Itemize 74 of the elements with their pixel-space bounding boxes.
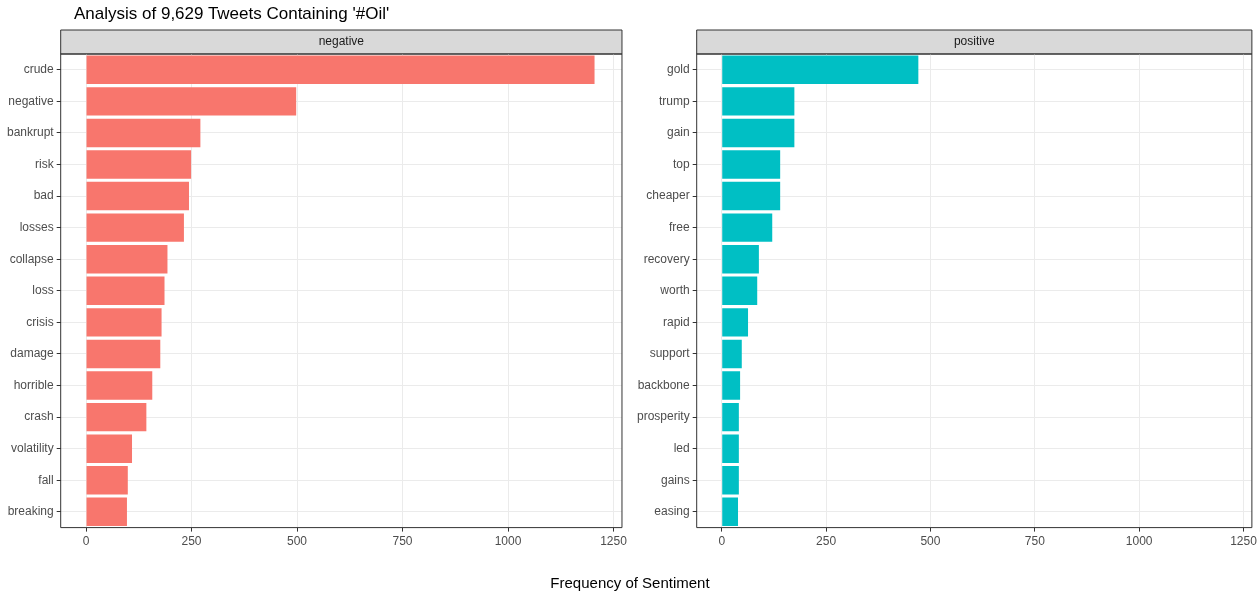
x-tick-label: 750: [392, 534, 413, 549]
chart-subtitle: positive: [953, 34, 995, 49]
bar: [722, 87, 795, 116]
y-tick-label: bankrupt: [7, 125, 55, 140]
y-tick-label: collapse: [9, 251, 55, 266]
bar: [722, 118, 795, 148]
bar: [86, 150, 192, 179]
chart-title: Analysis of 9,629 Tweets Containing '#Oil': [74, 4, 390, 24]
bar: [86, 466, 128, 495]
x-tick-label: 1000: [494, 534, 522, 549]
bar: [86, 118, 201, 148]
y-tick-label: crude: [23, 62, 55, 77]
x-tick-label: 250: [816, 534, 837, 549]
x-axis-title: Frequency of Sentiment: [549, 574, 711, 591]
chart-subtitle: negative: [318, 34, 365, 49]
y-tick-label: cheaper: [646, 188, 690, 203]
y-tick-label: gains: [661, 472, 690, 487]
x-tick-label: 1250: [1230, 534, 1258, 549]
y-tick-label: trump: [659, 93, 690, 108]
x-tick-label: 750: [1024, 534, 1046, 549]
bar: [86, 245, 168, 274]
bar: [86, 213, 184, 242]
bar: [86, 87, 297, 116]
x-tick-label: 0: [718, 534, 726, 549]
bar: [86, 371, 153, 400]
y-tick-label: fall: [38, 472, 54, 487]
bar: [86, 339, 161, 369]
y-tick-label: gain: [667, 125, 690, 140]
y-tick-label: led: [673, 440, 690, 455]
bar: [722, 466, 739, 495]
bar: [722, 181, 781, 211]
y-tick-label: crisis: [26, 314, 54, 329]
y-tick-label: volatility: [11, 440, 54, 455]
y-tick-label: prosperity: [637, 409, 690, 424]
x-tick-label: 500: [920, 534, 941, 549]
bar: [86, 308, 162, 337]
bar: [722, 150, 781, 179]
bar: [86, 181, 189, 211]
y-tick-label: horrible: [13, 377, 55, 392]
bar: [722, 339, 742, 369]
y-tick-label: damage: [10, 346, 55, 361]
x-tick-label: 1000: [1125, 534, 1153, 549]
bar: [722, 371, 741, 400]
bar: [86, 402, 147, 432]
bar: [722, 308, 749, 337]
y-tick-label: rapid: [663, 314, 690, 329]
x-tick-label: 0: [82, 534, 90, 549]
bar: [86, 497, 127, 527]
bar: [722, 213, 773, 242]
y-tick-label: crash: [24, 409, 54, 424]
y-tick-label: backbone: [637, 377, 691, 392]
bar: [722, 276, 758, 306]
x-tick-label: 500: [287, 534, 308, 549]
y-tick-label: breaking: [7, 504, 54, 519]
bar: [86, 434, 133, 463]
y-tick-label: worth: [659, 283, 690, 298]
x-tick-label: 250: [181, 534, 202, 549]
y-tick-label: bad: [33, 188, 54, 203]
y-tick-label: negative: [8, 93, 55, 108]
y-tick-label: gold: [667, 62, 690, 77]
y-tick-label: loss: [32, 283, 54, 298]
y-tick-label: easing: [654, 504, 690, 519]
y-tick-label: recovery: [643, 251, 690, 266]
bar: [722, 434, 739, 463]
y-tick-label: losses: [19, 219, 54, 234]
y-tick-label: free: [669, 219, 690, 234]
bar: [722, 245, 759, 274]
y-tick-label: top: [673, 156, 691, 171]
x-tick-label: 1250: [600, 534, 628, 549]
y-tick-label: risk: [35, 156, 55, 171]
y-tick-label: support: [649, 346, 691, 361]
bar: [722, 497, 739, 527]
bar: [86, 276, 165, 306]
bar: [722, 402, 739, 432]
